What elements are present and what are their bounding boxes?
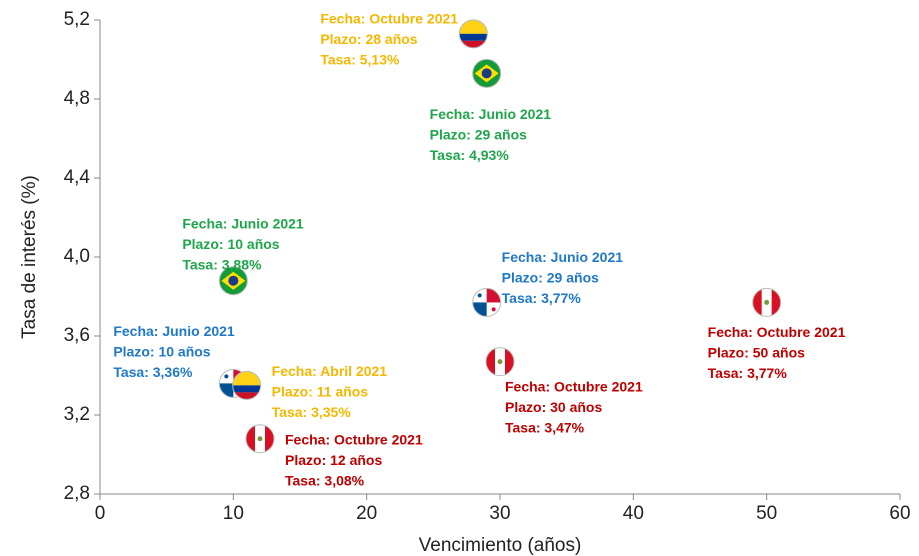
point-annotation: Plazo: 10 años xyxy=(182,236,279,252)
point-annotation: Fecha: Junio 2021 xyxy=(430,106,552,122)
y-tick-label: 3,6 xyxy=(64,325,90,346)
x-tick-label: 60 xyxy=(889,503,910,524)
x-tick-label: 0 xyxy=(95,503,106,524)
point-annotation: Fecha: Octubre 2021 xyxy=(505,378,643,394)
point-annotation: Plazo: 29 años xyxy=(430,127,527,143)
flag xyxy=(752,288,781,317)
flag-part xyxy=(232,371,261,386)
y-tick-label: 5,2 xyxy=(64,9,90,30)
point-annotation: Tasa: 3,47% xyxy=(505,419,585,435)
point-annotation: Fecha: Abril 2021 xyxy=(272,363,388,379)
point-annotation: Fecha: Junio 2021 xyxy=(182,215,304,231)
flag-part xyxy=(497,359,503,365)
flag-rim xyxy=(472,287,502,317)
flag-part xyxy=(505,347,514,376)
flag-part xyxy=(481,68,492,79)
point-annotation: Fecha: Junio 2021 xyxy=(502,249,624,265)
flag-part xyxy=(232,392,261,400)
x-tick-label: 10 xyxy=(223,503,244,524)
point-annotation: Fecha: Octubre 2021 xyxy=(708,324,846,340)
point-annotation: Plazo: 12 años xyxy=(285,452,382,468)
flag-part xyxy=(232,385,261,393)
point-annotation: Tasa: 3,88% xyxy=(182,256,262,272)
y-tick-label: 2,8 xyxy=(64,483,90,504)
point-annotation: Plazo: 30 años xyxy=(505,399,602,415)
point-annotation: Fecha: Octubre 2021 xyxy=(320,11,458,27)
x-tick-label: 50 xyxy=(756,503,777,524)
point-annotation: Tasa: 3,77% xyxy=(708,365,788,381)
x-tick-label: 30 xyxy=(489,503,510,524)
flag-part xyxy=(224,374,229,379)
flag-part xyxy=(459,19,488,34)
flag-rim xyxy=(752,287,782,317)
flag-part xyxy=(265,424,274,453)
flag xyxy=(459,19,488,48)
point-annotation: Tasa: 5,13% xyxy=(320,52,400,68)
point-annotation: Plazo: 28 años xyxy=(320,31,417,47)
flag-marker xyxy=(472,58,502,88)
y-axis-title: Tasa de interés (%) xyxy=(19,175,40,339)
point-annotation: Plazo: 11 años xyxy=(272,384,369,400)
flag-part xyxy=(228,275,239,286)
flag-marker xyxy=(218,266,248,296)
flag xyxy=(246,424,274,453)
flag-part xyxy=(764,299,770,305)
flag xyxy=(472,59,501,88)
flag xyxy=(219,266,248,295)
flag-part xyxy=(459,33,488,41)
flag-rim xyxy=(458,19,488,49)
flag-rim xyxy=(218,266,248,296)
flag-marker xyxy=(458,19,488,49)
point-annotation: Tasa: 3,08% xyxy=(285,472,365,488)
flag-part xyxy=(486,347,495,376)
flag-marker xyxy=(245,424,275,454)
flag xyxy=(486,347,514,376)
x-tick-label: 40 xyxy=(623,503,644,524)
flag xyxy=(232,371,261,400)
point-annotation: Plazo: 50 años xyxy=(708,345,805,361)
point-annotation: Tasa: 4,93% xyxy=(430,147,510,163)
point-annotation: Plazo: 29 años xyxy=(502,270,599,286)
flag-part xyxy=(459,40,488,48)
point-annotation: Plazo: 10 años xyxy=(113,344,210,360)
x-axis-title: Vencimiento (años) xyxy=(419,535,582,556)
flag-part xyxy=(771,288,781,317)
flag-part xyxy=(477,293,482,298)
flag-rim xyxy=(245,424,275,454)
point-annotation: Tasa: 3,35% xyxy=(272,404,352,420)
y-tick-label: 3,2 xyxy=(64,404,90,425)
flag-rim xyxy=(485,347,515,377)
point-annotation: Tasa: 3,36% xyxy=(113,364,193,380)
flag-rim xyxy=(472,58,502,88)
flag-part xyxy=(257,436,263,442)
flag-marker xyxy=(232,370,262,400)
flag-marker xyxy=(752,287,782,317)
y-tick-label: 4,8 xyxy=(64,88,90,109)
y-tick-label: 4,4 xyxy=(64,167,91,188)
flag-part xyxy=(752,288,762,317)
flag-marker xyxy=(472,287,502,317)
x-tick-label: 20 xyxy=(356,503,377,524)
y-tick-label: 4,0 xyxy=(64,246,90,267)
flag-part xyxy=(491,307,496,312)
point-annotation: Fecha: Octubre 2021 xyxy=(285,431,423,447)
point-annotation: Fecha: Junio 2021 xyxy=(113,323,235,339)
flag-part xyxy=(246,424,255,453)
flag-rim xyxy=(232,370,262,400)
flag-marker xyxy=(485,347,515,377)
point-annotation: Tasa: 3,77% xyxy=(502,290,582,306)
